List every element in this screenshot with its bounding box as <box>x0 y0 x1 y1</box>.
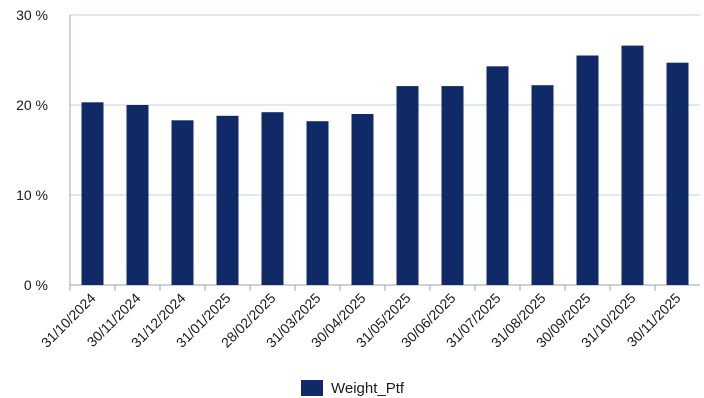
bar <box>306 121 329 285</box>
bar <box>441 86 464 285</box>
bar <box>171 120 194 285</box>
bar <box>216 115 239 285</box>
y-tick-label: 30 % <box>16 7 48 23</box>
legend-swatch <box>301 380 323 396</box>
bar <box>576 55 599 285</box>
bar <box>531 85 554 285</box>
bar <box>351 114 374 285</box>
y-axis-tick-labels: 0 % 10 % 20 % 30 % <box>16 7 48 293</box>
bar <box>261 112 284 285</box>
gridlines <box>69 14 700 286</box>
bar <box>666 62 689 286</box>
y-tick-label: 0 % <box>24 277 48 293</box>
bar-series-weight-ptf <box>81 45 689 286</box>
bar <box>81 102 104 285</box>
x-axis-tick-labels: 31/10/202430/11/202431/12/202431/01/2025… <box>38 285 684 351</box>
legend-label: Weight_Ptf <box>331 379 405 397</box>
bar <box>621 45 644 285</box>
legend: Weight_Ptf <box>301 378 404 398</box>
bar <box>126 105 149 285</box>
y-tick-label: 20 % <box>16 97 48 113</box>
y-tick-label: 10 % <box>16 187 48 203</box>
bar <box>486 66 509 285</box>
bar <box>396 86 419 285</box>
